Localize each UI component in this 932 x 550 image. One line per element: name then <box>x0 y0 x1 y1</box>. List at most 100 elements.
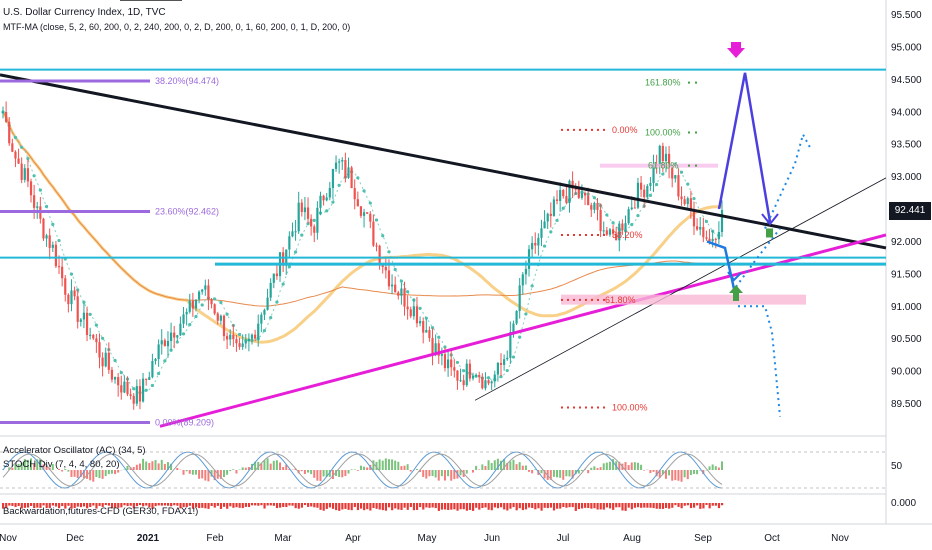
backwardation-bar <box>496 503 500 509</box>
backwardation-bar <box>599 503 602 510</box>
backwardation-bar <box>148 503 151 508</box>
osc-bar <box>428 470 431 477</box>
candle-body <box>599 209 602 232</box>
candle-body <box>331 168 335 188</box>
candle-body <box>197 291 201 300</box>
backwardation-bar <box>8 503 11 506</box>
candle-body <box>207 285 210 300</box>
osc-bar <box>303 470 306 475</box>
backwardation-bar <box>556 503 559 509</box>
osc-bar <box>394 460 397 470</box>
osc-bar <box>328 470 331 477</box>
candle-body <box>400 288 403 296</box>
backwardation-bar <box>443 503 447 510</box>
candle-body <box>633 207 636 209</box>
osc-axis-value: 50 <box>891 461 903 472</box>
backwardation-bar <box>518 503 521 509</box>
candle-body <box>254 334 257 339</box>
osc-bar <box>157 463 160 470</box>
osc-bar <box>577 470 580 474</box>
osc-bar <box>431 470 434 476</box>
backwardation-bar <box>20 503 23 509</box>
backwardation-bar <box>456 503 459 511</box>
backwardation-bar <box>82 503 86 507</box>
candle-body <box>509 332 512 358</box>
candle-body <box>266 297 269 310</box>
candle-body <box>213 304 216 314</box>
candle-body <box>456 370 459 381</box>
osc-bar <box>142 458 145 470</box>
ma-fast-dot <box>20 145 24 149</box>
candle-body <box>138 386 142 402</box>
backwardation-bar <box>2 503 5 509</box>
backwardation-bar <box>30 503 33 506</box>
candle-body <box>51 244 54 248</box>
backwardation-bar <box>524 503 528 510</box>
ma-fast-dot <box>181 332 186 336</box>
backwardation-bar <box>303 503 307 506</box>
ma-fast-dot <box>300 233 304 237</box>
osc-bar <box>534 469 537 470</box>
backwardation-label: Backwardation,futures-CFD (GER30, FDAX1!… <box>3 506 199 517</box>
backwardation-bar <box>54 503 58 507</box>
candle-body <box>288 236 291 250</box>
osc-bar <box>344 470 347 477</box>
candle-body <box>275 273 279 277</box>
osc-bar <box>434 470 437 478</box>
backwardation-bar <box>154 503 157 507</box>
backwardation-bar <box>717 503 721 509</box>
backwardation-bar <box>664 503 668 508</box>
ma-fast-dot <box>175 340 179 344</box>
backwardation-bar <box>683 503 686 506</box>
time-axis[interactable]: Nov Dec 2021 Feb Mar Apr May Jun Jul Aug Sep Oct Nov <box>0 533 849 544</box>
ma-fast-dot <box>462 369 466 373</box>
candlestick-series <box>1 101 724 410</box>
candle-body <box>717 232 720 240</box>
osc-bar <box>313 470 316 478</box>
osc-bar <box>335 470 338 476</box>
fib-zone-upper <box>600 163 718 168</box>
backwardation-bar <box>173 503 176 506</box>
candle-body <box>210 299 213 305</box>
backwardation-bar <box>179 503 182 509</box>
fib-left-label: 38.20%(94.474) <box>155 76 219 86</box>
candle-body <box>291 231 294 237</box>
last-price-tag: 92.441 <box>889 202 931 220</box>
osc-bar <box>92 470 95 482</box>
ma-fast-dot <box>119 371 123 375</box>
candle-body <box>157 344 160 360</box>
ma-fast-dot <box>237 332 242 337</box>
projected-path-up <box>717 72 772 223</box>
osc-bar <box>708 466 711 470</box>
backwardation-bar <box>627 503 630 508</box>
candle-body <box>705 237 708 239</box>
candle-body <box>120 385 123 393</box>
osc-bar <box>443 470 446 481</box>
candle-body <box>129 394 132 396</box>
backwardation-bar <box>596 503 599 510</box>
osc-bar <box>269 463 272 470</box>
candle-body <box>269 282 272 298</box>
osc-bar <box>166 462 169 470</box>
candle-body <box>462 380 465 386</box>
osc-bar <box>182 470 185 475</box>
y-tick-label: 90.500 <box>891 334 922 345</box>
osc-bar <box>260 463 263 470</box>
backwardation-bar <box>661 503 665 509</box>
candle-body <box>537 237 540 246</box>
candle-body <box>596 203 599 210</box>
osc-bar <box>496 458 499 470</box>
x-tick-label: Mar <box>274 533 292 544</box>
candle-body <box>559 190 562 201</box>
ma-200-line <box>2 111 723 307</box>
x-tick-label: Nov <box>0 533 17 544</box>
candle-body <box>487 380 490 384</box>
ma-fast-dot <box>312 218 316 222</box>
backwardation-bar <box>294 503 297 509</box>
osc-bar <box>384 458 387 470</box>
candle-body <box>369 213 372 222</box>
candle-body <box>23 168 26 180</box>
osc-bar <box>437 470 440 481</box>
backwardation-bar <box>636 503 640 508</box>
